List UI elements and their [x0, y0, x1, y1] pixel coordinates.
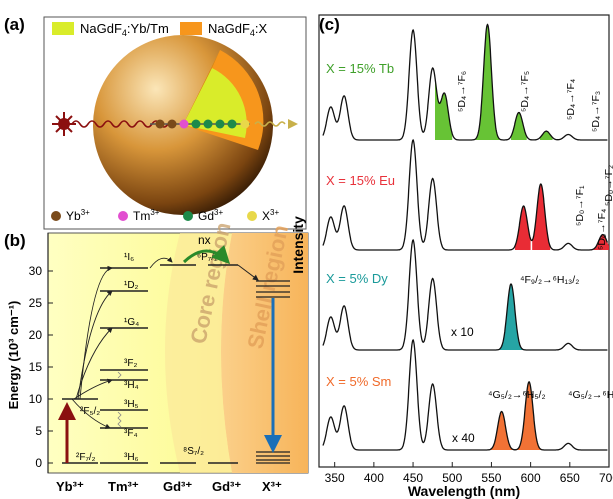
ytick-10: 10 — [29, 392, 43, 406]
ann-tb-3: ⁵D₄→⁷F₄ — [565, 79, 577, 120]
ytick-25: 25 — [29, 296, 43, 310]
x-ion-dot — [240, 119, 250, 129]
gd-8s-label: ⁸S₇/₂ — [183, 446, 204, 457]
ann-tb-2: ⁵D₄→⁷F₅ — [519, 71, 531, 112]
x-tick-label: 550 — [481, 471, 501, 485]
x-tick-label: 400 — [364, 471, 384, 485]
emission-band-fill — [514, 206, 531, 250]
nx-label: nx — [198, 233, 211, 247]
spectrum-line — [322, 338, 608, 451]
ann-eu-2: ⁵D₀→⁷F₂ — [603, 165, 613, 206]
x-tick-label: 450 — [403, 471, 423, 485]
excitation-star-icon — [52, 112, 76, 136]
ann-tb-4: ⁵D₄→⁷F₃ — [590, 91, 602, 132]
panel-b-ylabel: Energy (10³ cm⁻¹) — [6, 301, 21, 410]
x-tick-label: 600 — [521, 471, 541, 485]
tm-ion-dot — [179, 119, 189, 129]
gd-levels — [160, 264, 238, 464]
spectra — [322, 23, 609, 451]
ytick-15: 15 — [29, 360, 43, 374]
plot-frame — [318, 14, 610, 468]
ann-eu-3: ⁵D₀→⁷F₄ — [596, 209, 608, 250]
panel-c-ylabel: Intensity — [290, 216, 306, 274]
ann-sm-3: x 40 — [452, 431, 475, 445]
series-name-sm: X = 5% Sm — [326, 374, 391, 389]
tm-level-labels: ¹I₆ ¹D₂ ¹G₄ ³F₂ ³H₄ ³H₅ ³F₄ ³H₆ — [124, 252, 139, 463]
spectrum-line — [322, 138, 608, 251]
x-levels — [256, 280, 290, 464]
ann-sm-1: ⁴G₅/₂→⁶H₅/₂ — [488, 389, 546, 401]
emission-band-fill — [435, 77, 453, 140]
tm-3h6: ³H₆ — [124, 452, 139, 463]
tm-3h4: ³H₄ — [124, 380, 139, 391]
tm-3f2: ³F₂ — [124, 358, 137, 369]
energy-transfer-arrows — [71, 256, 173, 429]
ann-dy-2: x 10 — [451, 325, 474, 339]
emission-band-fill — [495, 284, 523, 350]
legend-core-label: NaGdF4:Yb/Tm — [80, 21, 169, 38]
tm-1d2: ¹D₂ — [124, 280, 139, 291]
col-yb: Yb³⁺ — [56, 479, 84, 494]
emission-band-fill — [532, 184, 551, 250]
core-region-bg — [165, 233, 232, 473]
panel-c-label: (c) — [319, 15, 340, 34]
series-name-eu: X = 15% Eu — [326, 173, 395, 188]
emission-wave — [254, 121, 286, 127]
panel-c-xlabel: Wavelength (nm) — [408, 483, 520, 499]
series-name-dy: X = 5% Dy — [326, 271, 388, 286]
gd-6p-label: ⁶P₇/₂ — [197, 252, 218, 263]
yb-ground-label: ²F₇/₂ — [76, 452, 96, 463]
col-gd-shell: Gd³⁺ — [212, 479, 241, 494]
tm-1i6: ¹I₆ — [124, 252, 134, 263]
spectrum-line — [322, 238, 608, 351]
gd-migration-arrow — [182, 244, 231, 265]
legend-core-swatch — [52, 22, 74, 35]
shell-region-bg — [221, 233, 308, 473]
x-tick-label: 650 — [560, 471, 580, 485]
emission-band-fill — [483, 411, 515, 450]
ytick-20: 20 — [29, 328, 43, 342]
ytick-5: 5 — [35, 424, 42, 438]
emission-band-fill — [540, 131, 553, 140]
ytick-30: 30 — [29, 264, 43, 278]
transition-annotations: ⁵D₄→⁷F₆ ⁵D₄→⁷F₅ ⁵D₄→⁷F₄ ⁵D₄→⁷F₃ ⁵D₀→⁷F₁ … — [451, 71, 613, 445]
x-tick-label: 350 — [325, 471, 345, 485]
x-tick-label: 500 — [442, 471, 462, 485]
tm-3f4: ³F₄ — [124, 428, 138, 439]
spectrum-line — [322, 23, 608, 141]
panel-b-yticks: 0 5 10 15 20 25 30 — [29, 264, 43, 470]
panel-b-columns: Yb³⁺ Tm³⁺ Gd³⁺ Gd³⁺ X³⁺ — [56, 479, 282, 494]
tm-1g4: ¹G₄ — [124, 317, 139, 328]
ann-eu-1: ⁵D₀→⁷F₁ — [574, 185, 586, 226]
col-x: X³⁺ — [262, 479, 282, 494]
emission-band-fill — [511, 112, 527, 140]
ann-tb-1: ⁵D₄→⁷F₆ — [456, 71, 468, 112]
panel-c: (c) Intensity Wavelength (nm) 350 400 450 5… — [290, 14, 613, 499]
yb-ion-dot — [155, 119, 165, 129]
emission-arrow-icon — [288, 119, 298, 129]
panel-a-label: (a) — [4, 15, 25, 34]
series-name-tb: X = 15% Tb — [326, 61, 394, 76]
yb-excited-label: ²F₅/₂ — [80, 406, 100, 417]
gd-ion-dot — [191, 119, 201, 129]
tm-3h5: ³H₅ — [124, 399, 139, 410]
legend-shell-label: NaGdF4:X — [208, 21, 268, 38]
panel-b: (b) Core region Shell region Energy (10³… — [4, 220, 309, 494]
col-tm: Tm³⁺ — [108, 479, 139, 494]
panel-a: (a) NaGdF4:Yb/Tm NaGdF4:X Yb3+ Tm3+ — [4, 15, 307, 230]
col-gd-core: Gd³⁺ — [163, 479, 192, 494]
ytick-0: 0 — [35, 456, 42, 470]
legend-shell-swatch — [180, 22, 202, 35]
ann-dy-1: ⁴F₉/₂→⁶H₁₃/₂ — [520, 274, 579, 286]
x-ticks: 350 400 450 500 550 600 650 700 — [325, 462, 613, 485]
x-tick-label: 700 — [599, 471, 613, 485]
tm-nonradiative — [117, 371, 122, 428]
ann-sm-2: ⁴G₅/₂→⁶H₇/₂ — [568, 389, 613, 401]
panel-b-label: (b) — [4, 231, 26, 250]
